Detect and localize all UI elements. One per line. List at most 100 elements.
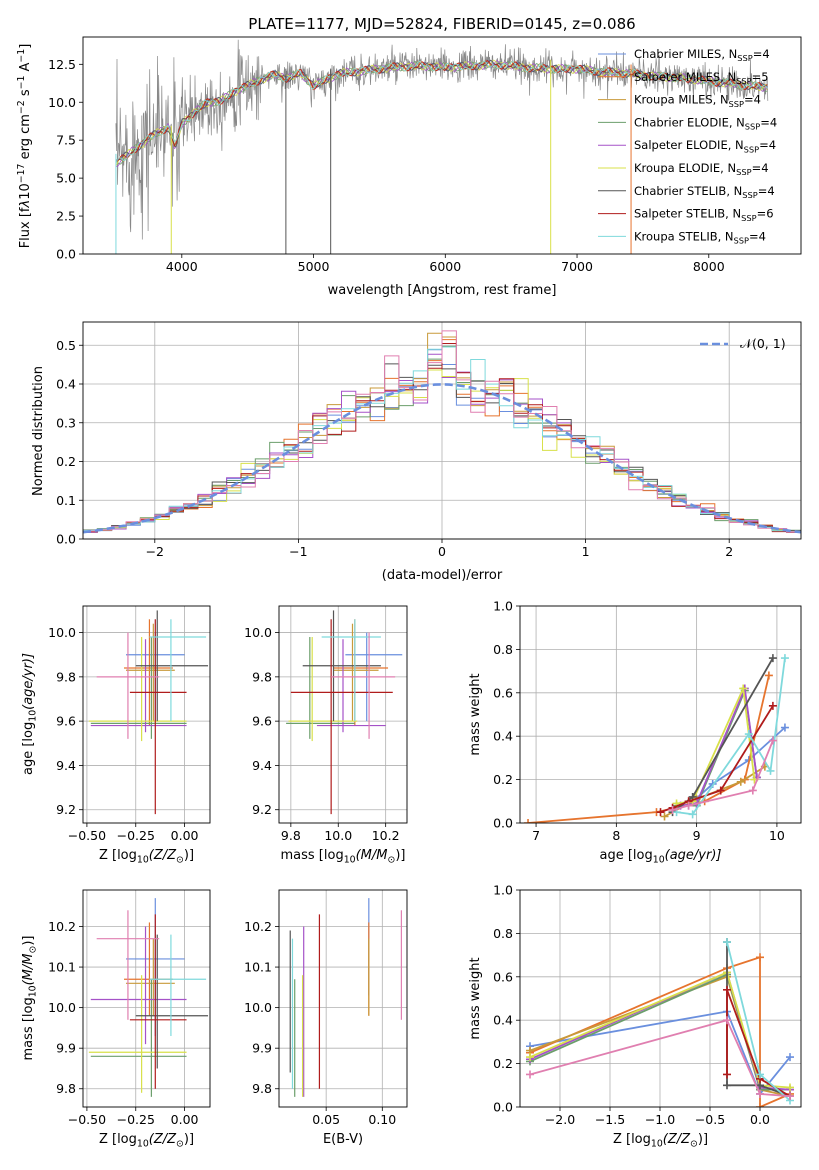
series-marker: [768, 736, 777, 745]
x-axis-label-part: 10: [137, 855, 149, 866]
y-tick-label: 0.2: [56, 454, 76, 469]
model-spectrum-line: [115, 60, 768, 163]
x-tick-label: 10: [769, 828, 785, 843]
histogram-panel: −2 −1 0 1 2 0.0 0.1 0.2 0.3 0.4 0.5 𝒩(0, 1) (data-mo…: [31, 321, 802, 583]
series-marker: [668, 805, 677, 814]
x-axis-label: wavelength [Angstrom, rest frame]: [328, 283, 557, 298]
x-axis-label-part: age [log: [600, 848, 653, 863]
legend-label-part: Chabrier STELIB, N: [634, 184, 742, 198]
y-tick-label: 7.5: [56, 133, 76, 148]
x-axis-label: (data-model)/error: [382, 568, 503, 583]
x-axis-label: age [log10(age/yr)]: [600, 848, 722, 866]
y-axis-label-part: A: [18, 62, 33, 75]
x-tick-label: 1: [582, 544, 590, 559]
y-tick-label: 9.8: [56, 1081, 76, 1096]
legend-label-part: SSP: [729, 99, 744, 109]
x-axis-label-part: (Z/Z: [663, 1132, 691, 1147]
y-tick-label: 0.0: [493, 816, 513, 831]
series-marker: [764, 671, 773, 680]
x-axis-label-part: 10: [651, 1139, 663, 1150]
legend-label-part: Chabrier MILES, N: [634, 47, 737, 61]
y-axis-label-part: λ: [18, 200, 33, 209]
x-axis-label-part: Z [log: [613, 1132, 651, 1147]
x-tick-label: 0.00: [171, 1112, 199, 1127]
y-tick-label: 9.2: [56, 802, 76, 817]
legend-label-part: =4: [744, 93, 761, 107]
series-marker: [716, 786, 725, 795]
y-axis-label-part: −2: [16, 100, 27, 114]
series-line: [529, 1019, 791, 1098]
y-tick-label: 10.2: [48, 919, 76, 934]
legend-label-part: SSP: [736, 76, 751, 86]
x-axis-label-part: Z [log: [99, 1132, 137, 1147]
y-tick-label: 0.4: [56, 377, 76, 392]
y-tick-label: 9.9: [252, 1041, 272, 1056]
legend-label-part: =4: [752, 161, 769, 175]
legend-label-part: Chabrier ELODIE, N: [634, 115, 745, 129]
axes-frame: [82, 36, 802, 255]
y-tick-label: 9.9: [56, 1041, 76, 1056]
series-marker: [723, 1016, 731, 1025]
histogram-panel-plot-area: [83, 330, 801, 539]
legend-label: Chabrier ELODIE, NSSP=4: [634, 115, 777, 131]
series-marker: [756, 1089, 764, 1098]
y-tick-label: 5.0: [56, 171, 76, 186]
y-axis-label-part: 10: [28, 710, 39, 722]
y-tick-label: 0.6: [493, 685, 513, 700]
y-tick-label: 12.5: [48, 57, 76, 72]
spectrum-panel: 4000 5000 6000 7000 8000 0.0 2.5 5.0 7.5 10.0 12.5…: [16, 36, 802, 298]
y-tick-label: 9.8: [252, 1081, 272, 1096]
series-marker: [780, 723, 789, 732]
series-marker: [526, 1053, 534, 1062]
y-tick-label: 10.0: [244, 625, 272, 640]
y-axis-label: Flux [fλ10−17 erg cm−2 s−1 A−1]: [16, 44, 33, 249]
y-axis-label-part: age [log: [21, 722, 36, 775]
legend-label-part: SSP: [745, 122, 760, 132]
y-tick-label: 0.0: [56, 247, 76, 262]
y-tick-label: 0.5: [56, 338, 76, 353]
axes-frame: [519, 605, 802, 824]
massweight_vs_age-panel-plot-area: [524, 654, 789, 823]
series-marker: [766, 766, 775, 775]
y-axis-label-part: 10: [28, 985, 39, 997]
y-axis-label: Normed distribution: [31, 366, 46, 496]
series-marker: [684, 801, 693, 810]
axes-frame: [278, 605, 408, 824]
y-tick-label: 0.2: [493, 772, 513, 787]
x-tick-label: −2: [146, 544, 164, 559]
y-axis-label-part: )]: [21, 936, 36, 946]
y-tick-label: 9.2: [252, 802, 272, 817]
legend-label: Kroupa ELODIE, NSSP=4: [634, 161, 769, 177]
y-axis-label-part: ⊙: [28, 946, 39, 954]
x-tick-label: 2: [725, 544, 733, 559]
y-tick-label: 0.0: [493, 1100, 513, 1115]
y-tick-label: 10.0: [48, 625, 76, 640]
legend-label-part: =4: [753, 47, 770, 61]
legend-label-part: SSP: [736, 167, 751, 177]
y-tick-label: 9.4: [252, 758, 272, 773]
legend-label-part: Salpeter MILES, N: [634, 70, 736, 84]
series-marker: [723, 1081, 731, 1090]
legend-label: Salpeter STELIB, NSSP=6: [634, 207, 774, 223]
legend-label-part: =4: [758, 184, 775, 198]
series-marker: [786, 1092, 794, 1101]
x-axis-label-part: (Z/Z: [149, 1132, 177, 1147]
legend-label: Chabrier MILES, NSSP=4: [634, 47, 770, 63]
x-axis-label: Z [log10(Z/Z⊙)]: [99, 1132, 194, 1150]
series-marker: [524, 819, 533, 823]
x-tick-label: −1: [289, 544, 307, 559]
x-axis-label-part: )]: [395, 848, 405, 863]
x-axis-label: mass [log10(M/M⊙)]: [281, 848, 406, 866]
legend-label-part: Kroupa ELODIE, N: [634, 161, 736, 175]
massweight_vs_Z-panel-plot-area: [526, 938, 794, 1107]
legend-label-part: SSP: [742, 190, 757, 200]
y-tick-label: 1.0: [493, 599, 513, 614]
x-tick-label: 10.0: [324, 828, 352, 843]
x-axis-label-part: 10: [653, 855, 665, 866]
legend-label-part: SSP: [737, 53, 752, 63]
series-marker: [526, 1070, 534, 1079]
y-axis-label-part: ]: [18, 44, 33, 49]
legend-label-part: =4: [760, 115, 777, 129]
y-tick-label: 0.8: [493, 642, 513, 657]
series-marker: [736, 777, 745, 786]
